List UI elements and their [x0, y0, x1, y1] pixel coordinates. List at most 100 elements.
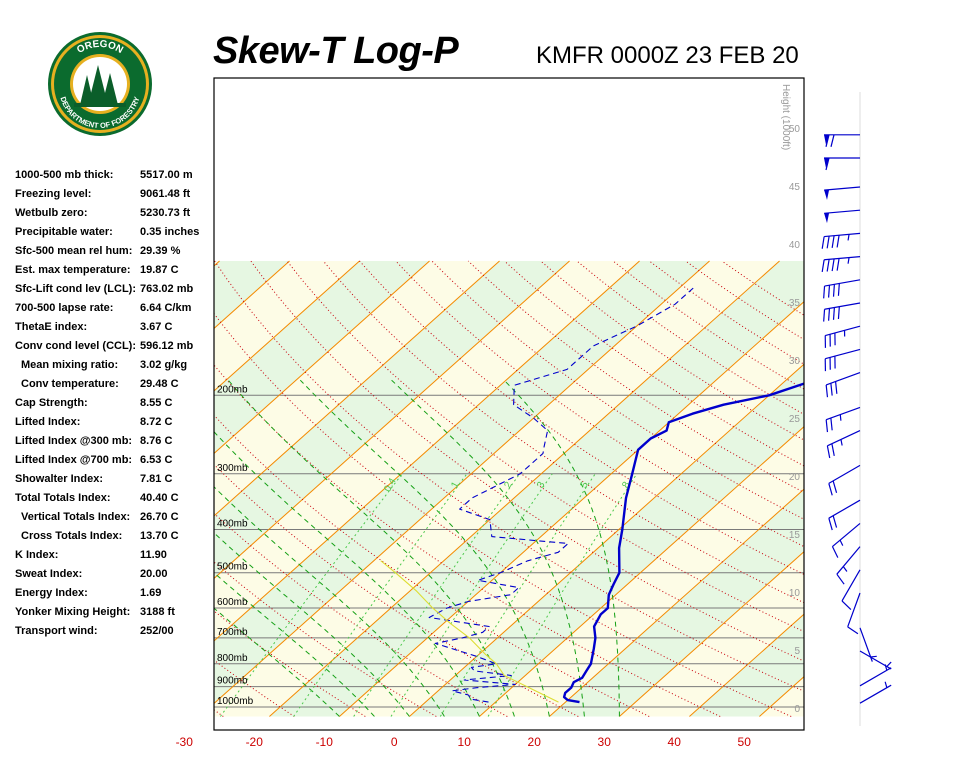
wind-barb-feather: [821, 236, 825, 249]
station-time-label: KMFR 0000Z 23 FEB 20: [536, 42, 799, 69]
temperature-tick-label: -20: [246, 735, 264, 749]
index-label: Est. max temperature:: [15, 264, 131, 276]
wind-barb-feather: [823, 286, 826, 299]
wind-barb-feather: [847, 626, 859, 635]
wind-barb-feather: [831, 258, 835, 272]
wind-barb-feather: [828, 285, 831, 298]
temperature-band: [214, 261, 220, 266]
height-tick-label: 5: [794, 646, 800, 657]
height-tick-label: 20: [789, 472, 801, 483]
temperature-band: [0, 261, 80, 716]
wind-barb-staff: [825, 325, 861, 337]
isotherm-line: [549, 488, 804, 717]
index-label: 1000-500 mb thick:: [15, 169, 114, 181]
height-tick-label: 40: [789, 240, 801, 251]
index-label: Transport wind:: [15, 625, 98, 637]
wind-barb: [824, 157, 860, 171]
mixing-ratio-label: 2: [502, 480, 515, 490]
wind-barb-half-feather: [884, 664, 888, 671]
wind-barb-feather: [832, 307, 835, 320]
index-row: K Index: 11.90: [15, 546, 215, 565]
isotherm-line: [214, 260, 500, 517]
pressure-level-label: 300mb: [217, 463, 248, 474]
wind-barb-feather: [841, 600, 852, 611]
moist-adiabat-line: [214, 431, 480, 717]
wind-barb: [823, 302, 861, 322]
index-row: Yonker Mixing Height: 3188 ft: [15, 603, 215, 622]
index-value: 29.48 C: [140, 378, 179, 390]
isotherm-line: [0, 261, 10, 716]
wind-barb: [828, 499, 861, 531]
index-label: Conv temperature:: [21, 378, 119, 390]
wind-barb-half-feather: [839, 539, 844, 546]
dry-adiabat-line: [214, 659, 295, 717]
pressure-level-label: 1000mb: [217, 696, 254, 707]
wind-barb-staff: [832, 522, 861, 547]
wind-barb-feather: [825, 157, 830, 171]
index-label: Vertical Totals Index:: [21, 511, 131, 523]
isotherm-line: [479, 425, 804, 717]
index-value: 252/00: [140, 625, 174, 637]
wind-barb: [825, 406, 861, 433]
svg-text:OREGON: OREGON: [75, 39, 125, 56]
index-label: K Index:: [15, 549, 59, 561]
index-row: Transport wind: 252/00: [15, 622, 215, 641]
wind-barb-feather: [832, 284, 835, 297]
wind-barb-feather: [837, 283, 840, 296]
index-row: Mean mixing ratio: 3.02 g/kg: [15, 356, 215, 375]
wind-barb: [824, 186, 861, 200]
wind-barb-feather: [826, 259, 830, 272]
index-label: Freezing level:: [15, 188, 92, 200]
mixing-ratio-label: 8: [620, 480, 633, 490]
isotherm-line: [214, 260, 360, 392]
height-tick-label: 15: [789, 530, 801, 541]
isotherm-line: [619, 550, 804, 717]
index-value: 11.90: [140, 549, 167, 561]
isotherm-line: [214, 260, 710, 705]
height-tick-label: 10: [789, 588, 801, 599]
wind-barb-half-feather: [840, 439, 843, 446]
temperature-tick-label: 40: [668, 735, 682, 749]
wind-barb-staff: [827, 430, 861, 447]
pressure-level-label: 900mb: [217, 676, 248, 687]
index-value: 6.53 C: [140, 454, 173, 466]
temperature-tick-label: 50: [738, 735, 752, 749]
mixing-ratio-label: 5: [579, 480, 592, 490]
wind-barb: [859, 627, 877, 662]
height-tick-label: 30: [789, 356, 801, 367]
index-value: 7.81 C: [140, 473, 173, 485]
tree-icon: [74, 65, 126, 107]
index-value: 0.35 inches: [140, 226, 200, 238]
height-axis-title: Height (1000ft): [780, 84, 791, 150]
isotherm-line: [0, 261, 150, 716]
pressure-level-label: 800mb: [217, 653, 248, 664]
index-row: Conv temperature: 29.48 C: [15, 375, 215, 394]
wind-barb: [826, 430, 861, 459]
moist-adiabat-line: [299, 379, 550, 717]
wind-barb-half-feather: [870, 655, 877, 658]
wind-barb-half-feather: [886, 661, 892, 667]
wind-barb: [825, 372, 861, 398]
wind-barb-feather: [836, 573, 845, 585]
moist-adiabat-line: [503, 379, 620, 717]
height-tick-label: 45: [789, 182, 801, 193]
moist-adiabat-line: [391, 379, 585, 717]
wind-barb-feather: [823, 309, 826, 322]
wind-barb-feather: [830, 134, 835, 147]
wind-barb: [859, 681, 892, 704]
indices-panel: 1000-500 mb thick: 5517.00 m Freezing leve…: [15, 166, 215, 641]
index-label: Sfc-500 mean rel hum:: [15, 245, 133, 257]
pressure-level-label: 400mb: [217, 519, 248, 530]
wind-barb-staff: [859, 627, 873, 662]
height-tick-label: 0: [794, 704, 800, 715]
wind-barb-feather: [828, 308, 831, 321]
index-value: 8.72 C: [140, 416, 173, 428]
wind-barb-staff: [824, 256, 861, 261]
index-label: Mean mixing ratio:: [21, 359, 119, 371]
wind-barb: [824, 209, 861, 224]
wind-barb-staff: [841, 569, 861, 602]
dry-adiabat-line: [286, 260, 804, 633]
dry-adiabat-line: [322, 260, 804, 604]
wind-barb-flag: [824, 212, 830, 224]
index-value: 3.02 g/kg: [140, 359, 188, 371]
